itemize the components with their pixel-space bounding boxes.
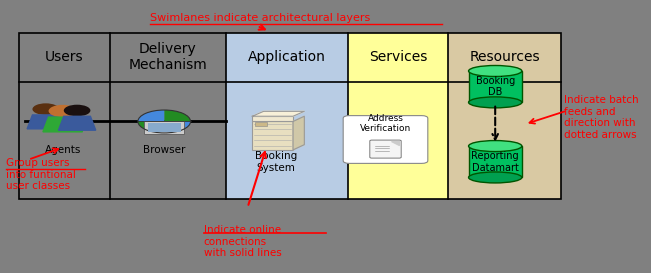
Text: Booking
System: Booking System bbox=[255, 151, 297, 173]
Bar bbox=[348, 33, 448, 199]
Text: Resources: Resources bbox=[469, 50, 540, 64]
Bar bbox=[255, 122, 267, 126]
Text: Group users
into funtional
user classes: Group users into funtional user classes bbox=[7, 158, 76, 191]
Ellipse shape bbox=[469, 66, 522, 76]
Polygon shape bbox=[253, 111, 304, 116]
FancyBboxPatch shape bbox=[370, 140, 401, 158]
Ellipse shape bbox=[469, 172, 522, 183]
Wedge shape bbox=[138, 121, 164, 133]
Bar bbox=[469, 146, 522, 177]
Text: Application: Application bbox=[248, 50, 326, 64]
Ellipse shape bbox=[469, 141, 522, 152]
Text: Booking
DB: Booking DB bbox=[476, 76, 515, 97]
Text: Indicate online
connections
with solid lines: Indicate online connections with solid l… bbox=[204, 225, 281, 258]
Bar bbox=[148, 123, 180, 132]
Polygon shape bbox=[391, 141, 399, 145]
Text: Swimlanes indicate architectural layers: Swimlanes indicate architectural layers bbox=[150, 13, 370, 23]
Circle shape bbox=[64, 105, 90, 116]
Text: Browser: Browser bbox=[143, 145, 186, 155]
FancyBboxPatch shape bbox=[343, 116, 428, 163]
Text: Users: Users bbox=[45, 50, 83, 64]
Polygon shape bbox=[293, 116, 304, 150]
Text: Services: Services bbox=[369, 50, 427, 64]
Bar bbox=[253, 121, 293, 150]
Wedge shape bbox=[164, 110, 191, 121]
Polygon shape bbox=[43, 117, 83, 132]
Circle shape bbox=[33, 103, 59, 115]
Text: Address
Verification: Address Verification bbox=[360, 114, 411, 133]
Wedge shape bbox=[164, 121, 191, 133]
Bar bbox=[469, 71, 522, 102]
Wedge shape bbox=[138, 110, 164, 121]
Bar bbox=[226, 33, 348, 199]
Polygon shape bbox=[59, 116, 96, 130]
Text: Reporting
Datamart: Reporting Datamart bbox=[471, 151, 519, 173]
Bar bbox=[448, 33, 561, 199]
Text: Delivery
Mechanism: Delivery Mechanism bbox=[128, 42, 207, 72]
Bar bbox=[19, 33, 561, 199]
Polygon shape bbox=[27, 115, 64, 129]
Ellipse shape bbox=[469, 97, 522, 108]
Text: Indicate batch
feeds and
direction with
dotted arrows: Indicate batch feeds and direction with … bbox=[564, 95, 639, 140]
Bar bbox=[253, 116, 293, 121]
Circle shape bbox=[49, 105, 77, 117]
Bar bbox=[144, 121, 184, 134]
Text: Agents: Agents bbox=[44, 145, 81, 155]
